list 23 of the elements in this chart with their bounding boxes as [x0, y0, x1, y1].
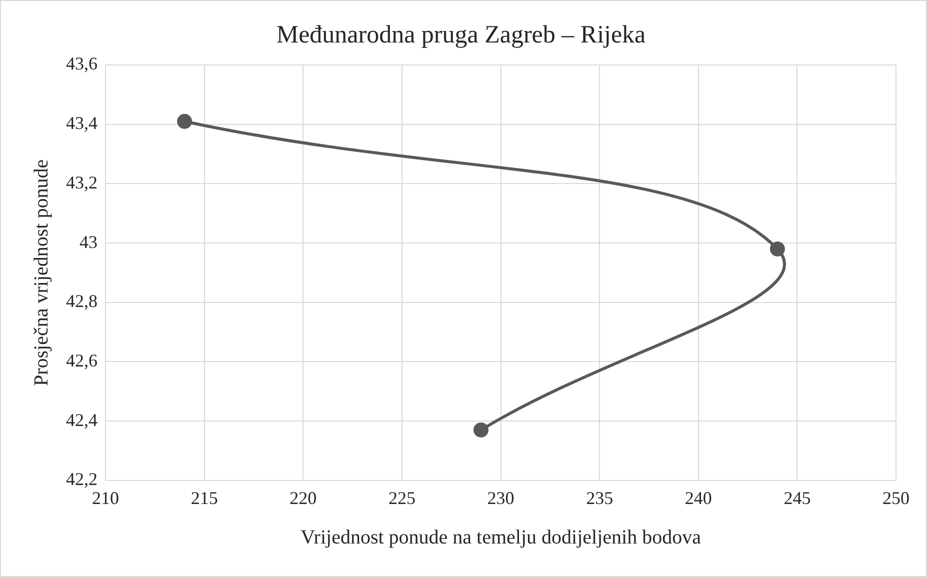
y-tick-label: 42,4	[66, 410, 98, 430]
y-tick-label: 42,8	[66, 291, 98, 312]
point	[473, 422, 488, 438]
chart-title: Međunarodna pruga Zagreb – Rijeka	[276, 22, 646, 49]
x-tick-label: 215	[190, 488, 218, 508]
x-tick-label: 225	[388, 488, 416, 508]
x-tick-label: 210	[92, 488, 119, 508]
x-tick-label: 230	[487, 488, 514, 508]
x-tick-label: 220	[290, 488, 317, 508]
y-tick-label: 42,2	[66, 469, 98, 490]
y-tick-label: 43,2	[66, 172, 98, 192]
point	[177, 114, 192, 129]
y-tick-label: 42,6	[66, 350, 98, 370]
x-tick-label: 250	[882, 488, 910, 508]
x-tick-label: 240	[684, 488, 712, 508]
y-tick-label: 43,6	[66, 54, 98, 74]
point	[770, 241, 785, 256]
x-tick-label: 235	[586, 488, 614, 508]
y-tick-label: 43,4	[66, 113, 98, 134]
y-axis-title: Prosječna vrijednost ponude	[30, 159, 52, 386]
x-axis-title: Vrijednost ponude na temelju dodijeljenih bodova	[300, 526, 702, 548]
y-tick-label: 43	[80, 232, 98, 252]
x-tick-label: 245	[784, 488, 811, 508]
